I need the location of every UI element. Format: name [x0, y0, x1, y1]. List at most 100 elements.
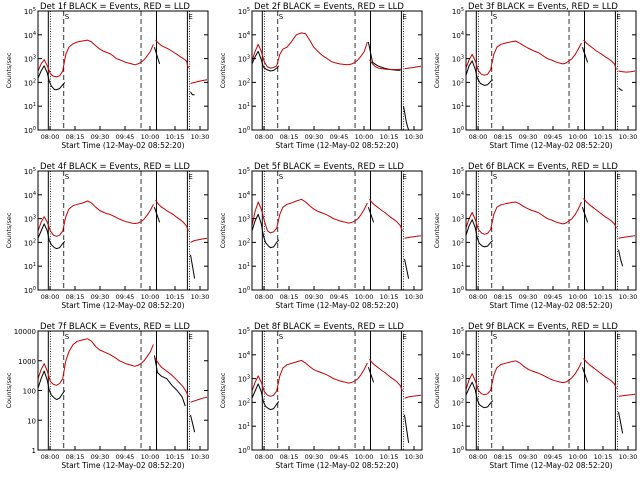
x-axis-label: Start Time (12-May-02 08:52:20) — [61, 301, 184, 310]
x-tick-label: 08:15 — [66, 133, 85, 141]
lld-series-line — [404, 235, 422, 239]
events-series-line — [403, 106, 410, 131]
x-tick-label: 08:00 — [469, 293, 488, 301]
y-tick-label: 100 — [238, 286, 250, 295]
marker-flag: E — [402, 333, 406, 341]
y-axis-label: Counts/sec — [433, 52, 441, 88]
events-series-line — [251, 50, 280, 72]
plot-frame — [251, 10, 423, 131]
events-series-line — [153, 207, 161, 223]
x-tick-label: 08:15 — [66, 293, 85, 301]
x-axis-label: Start Time (12-May-02 08:52:20) — [61, 141, 184, 150]
events-series-line — [581, 367, 589, 383]
plot-frame — [465, 170, 637, 291]
events-series-line — [465, 219, 494, 248]
x-tick-label: 10:30 — [619, 133, 638, 141]
y-tick-label: 102 — [238, 78, 250, 87]
marker-flag: S — [65, 333, 70, 341]
events-series-line — [618, 249, 624, 267]
events-series-line — [153, 47, 161, 65]
x-tick-label: 09:30 — [305, 133, 324, 141]
y-tick-label: 104 — [24, 191, 36, 200]
x-tick-label: 10:30 — [405, 293, 424, 301]
x-tick-label: 09:45 — [544, 453, 563, 461]
y-tick-label: 104 — [452, 191, 464, 200]
x-tick-label: 08:00 — [41, 293, 60, 301]
lld-series-line — [583, 198, 617, 229]
lld-series-line — [190, 237, 208, 243]
x-axis-label: Start Time (12-May-02 08:52:20) — [61, 461, 184, 470]
events-series-line — [618, 411, 624, 434]
x-tick-label: 10:15 — [380, 453, 399, 461]
marker-flag: E — [402, 13, 406, 21]
panel-det-7: Det 7f BLACK = Events, RED = LLD Start Ti… — [5, 322, 209, 470]
y-tick-label: 102 — [452, 78, 464, 87]
marker-flag: S — [279, 333, 284, 341]
x-tick-label: 10:30 — [191, 133, 210, 141]
panel-title: Det 8f BLACK = Events, RED = LLD — [254, 322, 404, 332]
events-series-line — [37, 370, 66, 400]
y-tick-label: 103 — [238, 215, 250, 224]
y-tick-label: 100 — [24, 286, 36, 295]
y-tick-label: 10 — [27, 417, 36, 425]
y-tick-label: 100 — [238, 446, 250, 455]
y-tick-label: 103 — [24, 215, 36, 224]
lld-series-line — [155, 39, 189, 69]
x-tick-label: 10:00 — [569, 133, 588, 141]
x-tick-label: 08:00 — [41, 453, 60, 461]
y-tick-label: 104 — [24, 31, 36, 40]
x-tick-label: 09:45 — [116, 133, 135, 141]
y-tick-label: 1 — [32, 447, 36, 455]
y-tick-label: 102 — [452, 238, 464, 247]
y-tick-label: 105 — [452, 167, 464, 176]
x-tick-label: 09:30 — [305, 293, 324, 301]
lld-series-line — [251, 198, 368, 234]
x-tick-label: 10:00 — [355, 293, 374, 301]
events-series-line — [465, 381, 494, 409]
plot-frame — [37, 10, 209, 131]
panel-title: Det 2f BLACK = Events, RED = LLD — [254, 2, 404, 12]
marker-flag: S — [65, 173, 70, 181]
lld-series-line — [465, 201, 582, 235]
x-tick-label: 08:00 — [255, 133, 274, 141]
x-tick-label: 10:15 — [594, 293, 613, 301]
y-tick-label: 102 — [452, 398, 464, 407]
x-tick-label: 10:15 — [166, 453, 185, 461]
events-series-line — [37, 223, 66, 250]
y-tick-label: 105 — [452, 327, 464, 336]
lld-series-line — [251, 32, 368, 69]
lld-series-line — [618, 235, 636, 239]
panel-det-1: Det 1f BLACK = Events, RED = LLD Start Ti… — [5, 2, 209, 150]
marker-flag: E — [402, 173, 406, 181]
marker-flag: S — [493, 333, 498, 341]
y-tick-label: 101 — [24, 102, 36, 111]
x-axis-label: Start Time (12-May-02 08:52:20) — [275, 301, 398, 310]
events-series-line — [404, 258, 410, 279]
x-tick-label: 10:15 — [594, 453, 613, 461]
plot-frame — [37, 170, 209, 291]
events-series-line — [404, 414, 410, 443]
y-tick-label: 103 — [238, 55, 250, 64]
x-tick-label: 09:45 — [544, 133, 563, 141]
y-axis-label: Counts/sec — [5, 372, 13, 408]
y-tick-label: 104 — [238, 191, 250, 200]
panel-title: Det 9f BLACK = Events, RED = LLD — [468, 322, 618, 332]
x-tick-label: 10:00 — [569, 453, 588, 461]
x-tick-label: 08:00 — [469, 133, 488, 141]
marker-flag: E — [188, 173, 192, 181]
x-axis-label: Start Time (12-May-02 08:52:20) — [489, 461, 612, 470]
y-tick-label: 101 — [452, 422, 464, 431]
lld-series-line — [583, 358, 617, 389]
y-axis-label: Counts/sec — [433, 372, 441, 408]
x-tick-label: 10:30 — [619, 453, 638, 461]
x-tick-label: 10:15 — [380, 133, 399, 141]
events-series-line — [367, 367, 375, 383]
plot-frame — [465, 330, 637, 451]
x-tick-label: 10:00 — [355, 133, 374, 141]
y-tick-label: 104 — [238, 351, 250, 360]
x-tick-label: 08:15 — [494, 293, 513, 301]
x-tick-label: 10:15 — [166, 133, 185, 141]
lld-series-line — [404, 65, 422, 70]
plot-frame — [251, 170, 423, 291]
